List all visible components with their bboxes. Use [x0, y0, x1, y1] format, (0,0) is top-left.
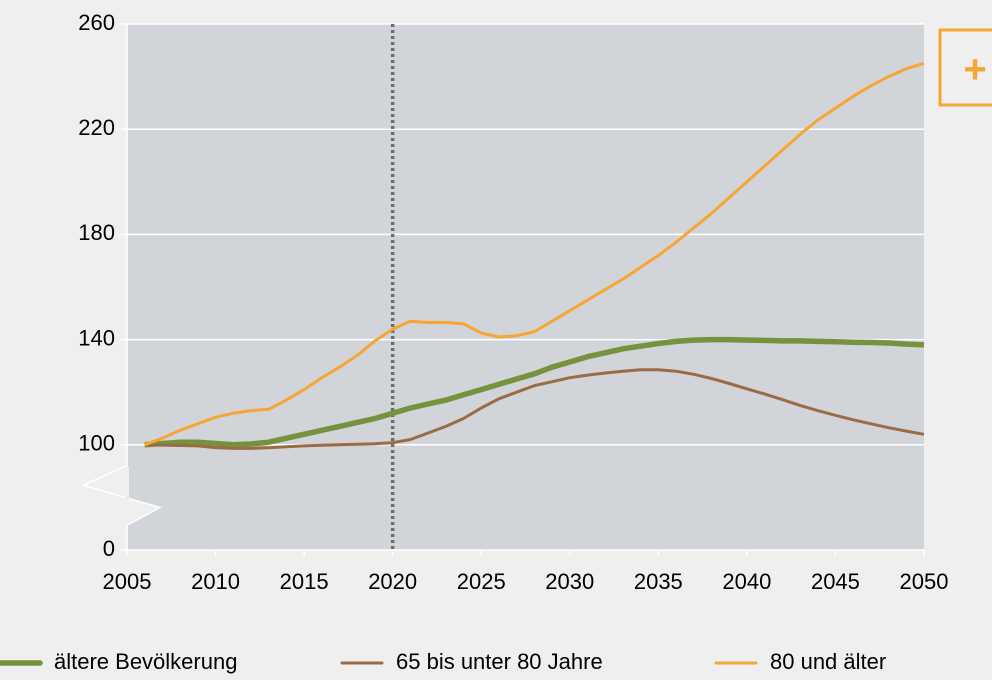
x-tick-label: 2030 [545, 569, 594, 594]
legend-label: 80 und älter [770, 649, 886, 674]
y-tick-label: 140 [78, 325, 115, 350]
x-tick-label: 2020 [368, 569, 417, 594]
series-line [144, 61, 925, 447]
axis-break-gap [125, 466, 129, 525]
series-line [144, 336, 925, 448]
x-tick-label: 2025 [457, 569, 506, 594]
series-line [144, 368, 925, 450]
x-tick-label: 2035 [634, 569, 683, 594]
y-tick-label: 220 [78, 115, 115, 140]
x-tick-label: 2010 [191, 569, 240, 594]
y-tick-label: 100 [78, 431, 115, 456]
plot-area [127, 24, 924, 550]
y-tick-label: 180 [78, 220, 115, 245]
x-tick-label: 2050 [900, 569, 949, 594]
x-tick-label: 2015 [280, 569, 329, 594]
annotation-box [938, 28, 992, 107]
legend-label: 65 bis unter 80 Jahre [396, 649, 603, 674]
x-tick-label: 2005 [103, 569, 152, 594]
x-tick-label: 2040 [722, 569, 771, 594]
legend-label: ältere Bevölkerung [54, 649, 237, 674]
annotation: + [963, 48, 986, 92]
axis-break [80, 464, 162, 527]
y-tick-label: 260 [78, 10, 115, 35]
x-tick-label: 2045 [811, 569, 860, 594]
y-tick-label: 0 [103, 536, 115, 561]
